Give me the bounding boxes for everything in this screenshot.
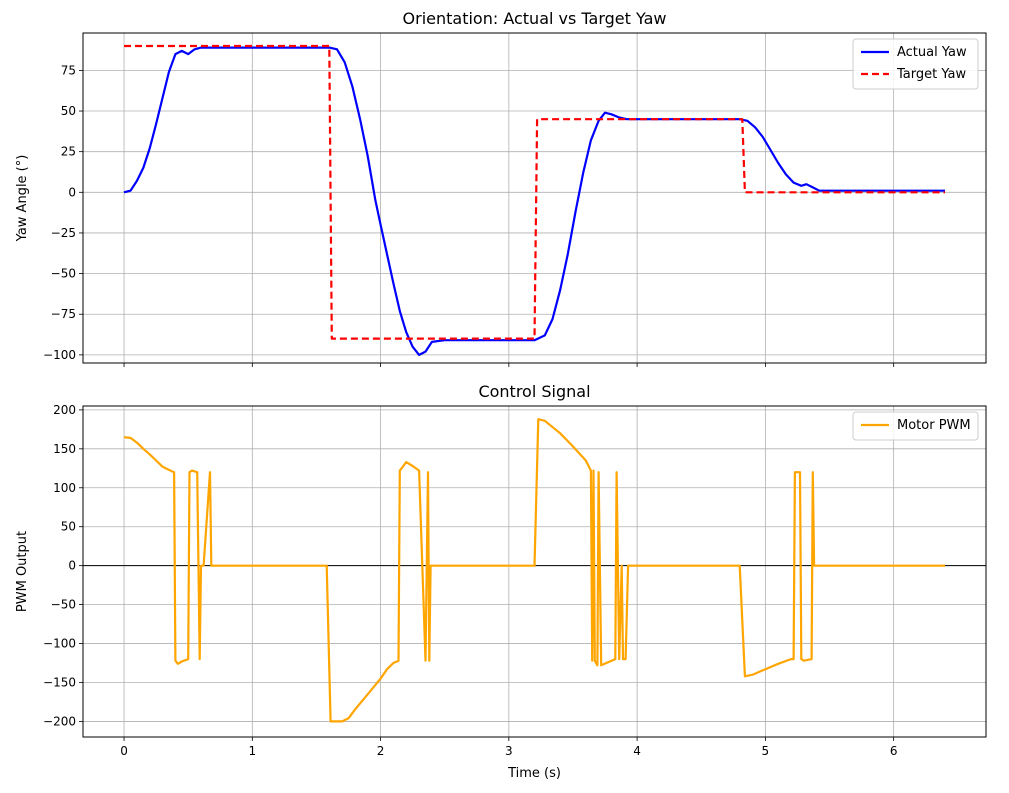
pwm-x-tick-label: 2 — [377, 744, 385, 758]
pwm-y-tick-label: 150 — [53, 442, 76, 456]
pwm-chart-title: Control Signal — [478, 382, 590, 401]
pwm-y-tick-label: 100 — [53, 481, 76, 495]
yaw-ticks: −100 −75 −50 −25 0 25 50 75 — [43, 63, 895, 367]
yaw-y-tick-label: −100 — [43, 348, 76, 362]
yaw-y-axis-label: Yaw Angle (°) — [15, 155, 30, 243]
pwm-x-tick-label: 4 — [633, 744, 641, 758]
pwm-y-tick-label: 200 — [53, 403, 76, 417]
pwm-legend-box — [852, 411, 979, 441]
pwm-x-tick-label: 5 — [762, 744, 770, 758]
yaw-y-tick-label: 75 — [61, 63, 76, 77]
yaw-panel: −100 −75 −50 −25 0 25 50 75 Orientation: Actual… — [15, 9, 987, 367]
pwm-legend-label: Motor PWM — [897, 418, 971, 433]
pwm-x-axis-label: Time (s) — [507, 766, 561, 781]
pwm-y-tick-label: 0 — [68, 559, 76, 573]
pwm-x-tick-label: 3 — [505, 744, 513, 758]
pwm-x-tick-label: 1 — [248, 744, 256, 758]
pwm-x-tick-label: 0 — [120, 744, 128, 758]
yaw-legend: Actual Yaw Target Yaw — [852, 38, 979, 90]
yaw-y-tick-label: 50 — [61, 104, 76, 118]
pwm-y-tick-label: 50 — [61, 520, 76, 534]
yaw-legend-label: Actual Yaw — [897, 45, 967, 60]
yaw-series-line-target-yaw — [124, 44, 945, 340]
pwm-series-line-motor-pwm — [123, 418, 945, 723]
pwm-plot-frame — [82, 405, 987, 738]
yaw-y-tick-label: 0 — [68, 185, 76, 199]
yaw-y-tick-label: 25 — [61, 145, 76, 159]
yaw-series-line-actual-yaw — [123, 46, 945, 356]
pwm-ticks: 0 1 2 3 4 5 6 −200 −150 −100 −50 0 50 100 150 200 — [43, 403, 897, 758]
yaw-series — [123, 44, 945, 356]
pwm-y-tick-label: −200 — [43, 714, 76, 728]
pwm-series — [123, 418, 945, 723]
yaw-chart-title: Orientation: Actual vs Target Yaw — [403, 9, 667, 28]
pwm-y-tick-label: −50 — [51, 598, 76, 612]
pwm-x-tick-label: 6 — [890, 744, 898, 758]
pwm-legend: Motor PWM — [852, 411, 979, 441]
pwm-y-tick-label: −100 — [43, 637, 76, 651]
yaw-y-tick-label: −25 — [51, 226, 76, 240]
pwm-y-tick-label: −150 — [43, 675, 76, 689]
yaw-y-tick-label: −50 — [51, 267, 76, 281]
pwm-y-axis-label: PWM Output — [15, 531, 30, 612]
yaw-legend-label: Target Yaw — [896, 67, 966, 82]
yaw-y-tick-label: −75 — [51, 307, 76, 321]
pwm-panel: 0 1 2 3 4 5 6 −200 −150 −100 −50 0 50 100 150 200 Contr… — [15, 382, 987, 781]
yaw-plot-frame — [82, 32, 987, 364]
